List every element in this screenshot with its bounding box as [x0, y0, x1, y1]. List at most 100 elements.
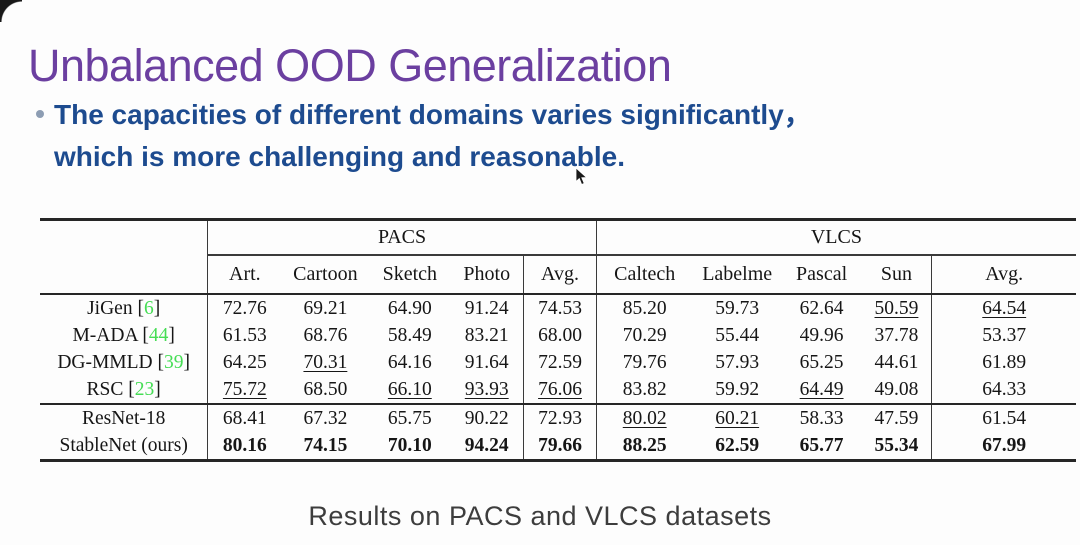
underlined-value: 64.54: [982, 297, 1027, 319]
bullet-text: The capacities of different domains vari…: [54, 94, 812, 178]
data-cell: 93.93: [450, 376, 524, 405]
data-cell: 80.02: [595, 404, 693, 432]
underlined-value: 66.10: [387, 378, 432, 400]
data-cell: 58.33: [799, 407, 844, 429]
data-cell: 83.21: [464, 324, 509, 346]
underlined-value: 76.06: [538, 378, 582, 400]
table-group-header-row: PACS VLCS: [40, 219, 1076, 256]
underlined-value: 64.49: [799, 378, 844, 400]
data-cell: 61.53: [207, 322, 282, 349]
data-cell: 62.59: [715, 434, 760, 456]
data-cell: 70.10: [387, 434, 432, 456]
data-cell: 91.64: [464, 351, 509, 373]
page-title: Unbalanced OOD Generalization: [28, 40, 672, 92]
table-row-rsc: RSC [23] 75.72 68.50 66.10 93.93 76.06 83.82 59…: [40, 376, 1076, 405]
data-cell: 65.25: [799, 351, 844, 373]
col-header-7-pascal: Pascal: [781, 255, 862, 295]
bullet-line-1: The capacities of different domains vari…: [54, 99, 812, 130]
data-cell: 69.21: [303, 297, 348, 319]
data-cell: 57.93: [715, 351, 760, 373]
col-header-5-caltech: Caltech: [595, 255, 693, 295]
data-cell: 47.59: [874, 407, 919, 429]
col-header-2-sketch: Sketch: [369, 255, 451, 295]
data-cell: 58.49: [387, 324, 432, 346]
data-cell: 74.53: [523, 294, 597, 322]
data-cell: 59.92: [692, 376, 782, 405]
citation-number: 23: [134, 378, 155, 400]
bullet-item: The capacities of different domains vari…: [36, 94, 996, 178]
data-cell: 65.77: [799, 434, 844, 456]
data-cell: 67.99: [931, 432, 1076, 461]
data-cell: 74.15: [303, 434, 348, 456]
underlined-value: 50.59: [874, 297, 919, 319]
data-cell: 68.00: [523, 322, 597, 349]
data-cell: 72.59: [523, 349, 597, 376]
method-cell: DG-MMLD [39]: [57, 351, 191, 373]
data-cell: 61.54: [931, 404, 1076, 432]
data-cell: 79.76: [595, 349, 693, 376]
method-cell: JiGen [6]: [87, 297, 161, 319]
underlined-value: 93.93: [464, 378, 509, 400]
underlined-value: 75.72: [222, 378, 267, 400]
data-cell: 65.75: [387, 407, 432, 429]
data-cell: 72.93: [523, 404, 597, 432]
method-column-header: [40, 255, 208, 295]
method-cell: ResNet-18: [81, 407, 166, 429]
rounded-corner-mask: [0, 0, 22, 22]
data-cell: 59.73: [715, 297, 760, 319]
data-cell: 70.31: [281, 349, 369, 376]
table-row-resnet-18: ResNet-18 68.41 67.32 65.75 90.22 72.93 80.02 6…: [40, 404, 1076, 432]
data-cell: 62.64: [799, 297, 844, 319]
data-cell: 44.61: [874, 351, 919, 373]
group-header-pacs: PACS: [207, 219, 597, 256]
data-cell: 68.50: [281, 376, 370, 405]
data-cell: 70.29: [595, 322, 693, 349]
group-header-vlcs: VLCS: [595, 219, 1076, 256]
data-cell: 94.24: [464, 434, 509, 456]
data-cell: 76.06: [523, 376, 597, 405]
data-cell: 64.33: [931, 376, 1076, 405]
data-cell: 53.37: [931, 322, 1076, 349]
data-cell: 90.22: [464, 407, 509, 429]
bullet-line-2: which is more challenging and reasonable…: [54, 141, 626, 172]
data-cell: 55.34: [874, 434, 919, 456]
data-cell: 91.24: [464, 297, 509, 319]
underlined-value: 80.02: [622, 407, 667, 429]
data-cell: 66.10: [369, 376, 451, 405]
method-cell: M-ADA [44]: [72, 324, 175, 346]
data-cell: 37.78: [874, 324, 919, 346]
table-row-m-ada: M-ADA [44] 61.53 68.76 58.49 83.21 68.00 70.29…: [40, 322, 1076, 349]
data-cell: 64.16: [387, 351, 432, 373]
data-cell: 88.25: [595, 432, 693, 461]
table-column-header-row: Art. Cartoon Sketch Photo Avg. Caltech Labelme…: [40, 255, 1076, 295]
mouse-cursor-icon: [575, 167, 588, 191]
data-cell: 85.20: [595, 294, 693, 322]
citation-number: 44: [148, 324, 169, 346]
data-cell: 60.21: [693, 404, 782, 432]
table-corner-cell: [40, 220, 208, 256]
table-row-jigen: JiGen [6] 72.76 69.21 64.90 91.24 74.53 85.20 5…: [40, 294, 1076, 322]
col-header-4-avg: Avg.: [523, 255, 597, 295]
data-cell: 80.16: [207, 432, 282, 461]
underlined-value: 60.21: [715, 407, 760, 429]
col-header-6-labelme: Labelme: [692, 255, 782, 295]
data-cell: 64.49: [781, 376, 862, 405]
bullet-dot-icon: [36, 110, 44, 118]
underlined-value: 70.31: [303, 351, 348, 373]
data-cell: 64.90: [387, 297, 432, 319]
table-caption: Results on PACS and VLCS datasets: [308, 501, 772, 531]
method-cell: RSC [23]: [40, 376, 208, 405]
data-cell: 55.44: [715, 324, 760, 346]
results-table: PACS VLCS Art. Cartoon Sketch Photo Avg. Calte…: [40, 218, 1076, 462]
table-row-dg-mmld: DG-MMLD [39] 64.25 70.31 64.16 91.64 72.59 79.…: [40, 349, 1076, 376]
col-header-9-avg: Avg.: [931, 255, 1076, 295]
data-cell: 50.59: [861, 294, 931, 322]
data-cell: 68.41: [207, 404, 282, 432]
col-header-8-sun: Sun: [861, 255, 932, 295]
data-cell: 49.08: [861, 376, 932, 405]
data-cell: 79.66: [523, 432, 597, 461]
table-row-stablenet-ours: StableNet (ours) 80.16 74.15 70.10 94.24 79.6…: [40, 432, 1076, 461]
data-cell: 61.89: [931, 349, 1076, 376]
data-cell: 64.25: [207, 349, 282, 376]
col-header-0-art: Art.: [207, 255, 282, 295]
